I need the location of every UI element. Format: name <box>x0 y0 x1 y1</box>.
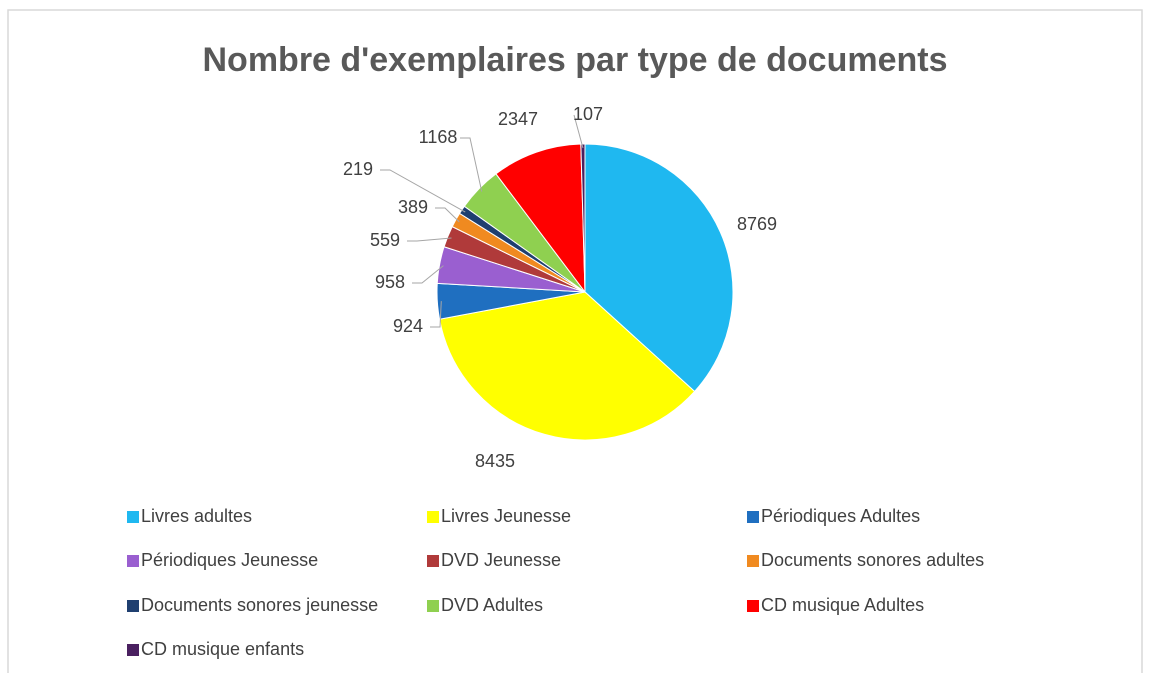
legend-swatch <box>427 600 439 612</box>
data-label: 958 <box>375 272 405 292</box>
legend-label: Documents sonores adultes <box>761 550 984 570</box>
pie-slice <box>580 143 586 293</box>
legend-label: Livres adultes <box>141 506 252 526</box>
legend-label: DVD Adultes <box>441 595 543 615</box>
legend-swatch <box>127 644 139 656</box>
data-label: 219 <box>343 159 373 179</box>
legend-label: CD musique enfants <box>141 639 304 659</box>
leader-line <box>430 301 442 328</box>
legend-label: Périodiques Adultes <box>761 506 920 526</box>
pie-slice <box>495 143 586 294</box>
legend-label: CD musique Adultes <box>761 595 924 615</box>
leader-line <box>573 114 584 149</box>
legend-label: Périodiques Jeunesse <box>141 550 318 570</box>
data-label: 559 <box>370 230 400 250</box>
data-label: 8435 <box>475 451 515 471</box>
legend-swatch <box>747 600 759 612</box>
data-label: 107 <box>573 104 603 124</box>
legend-swatch <box>127 600 139 612</box>
data-label: 2347 <box>498 109 538 129</box>
leader-line <box>380 169 466 213</box>
data-label: 8769 <box>737 214 777 234</box>
legend-swatch <box>747 511 759 523</box>
leader-line <box>435 207 460 223</box>
legend-swatch <box>427 511 439 523</box>
data-label: 924 <box>393 316 423 336</box>
pie-slice <box>584 143 734 393</box>
data-label: 1168 <box>419 127 458 147</box>
legend-swatch <box>747 555 759 567</box>
legend-swatch <box>127 511 139 523</box>
legend-label: Documents sonores jeunesse <box>141 595 378 615</box>
legend-swatch <box>127 555 139 567</box>
leader-line <box>407 237 452 242</box>
legend-label: Livres Jeunesse <box>441 506 571 526</box>
legend-swatch <box>427 555 439 567</box>
leader-line <box>412 265 444 284</box>
legend-label: DVD Jeunesse <box>441 550 561 570</box>
pie-slice <box>438 291 696 441</box>
chart-title: Nombre d'exemplaires par type de documen… <box>203 41 948 79</box>
data-label: 389 <box>398 197 428 217</box>
leader-line <box>460 137 483 192</box>
